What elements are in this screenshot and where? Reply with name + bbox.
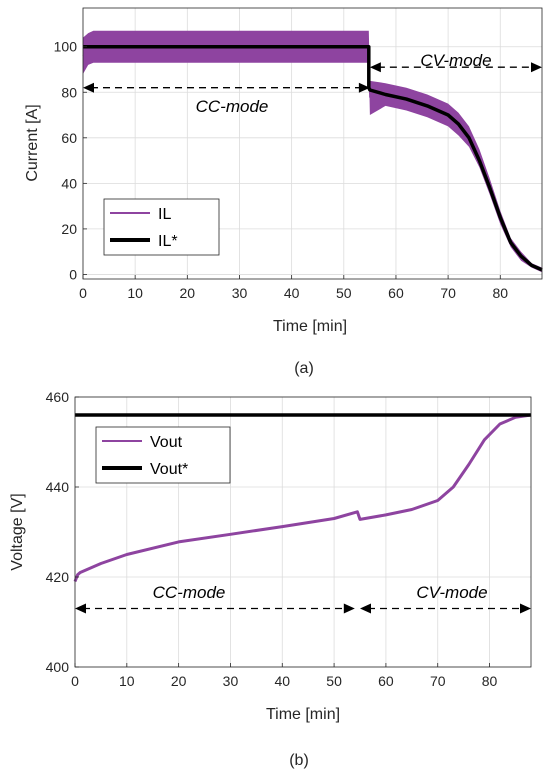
y-tick-label-a: 80 xyxy=(61,84,77,100)
x-tick-label-a: 70 xyxy=(440,285,456,301)
x-axis-label-a: Time [min] xyxy=(273,318,347,335)
y-tick-label-a: 100 xyxy=(54,39,78,55)
legend-label-vout-ref: Vout* xyxy=(150,461,188,478)
x-axis-label-b: Time [min] xyxy=(266,706,340,723)
ticks-a: 0 10 20 30 40 50 60 70 80 0 20 40 60 80 100 xyxy=(54,39,509,301)
x-tick-label-a: 40 xyxy=(284,285,300,301)
annotation-cv-a: CV-mode xyxy=(369,51,542,73)
legend-label-il: IL xyxy=(158,206,171,223)
x-tick-label-a: 20 xyxy=(180,285,196,301)
legend-label-vout: Vout xyxy=(150,434,183,451)
il-band xyxy=(83,30,542,273)
legend-box-b xyxy=(95,426,231,484)
x-tick-label-a: 80 xyxy=(492,285,508,301)
x-tick-label-b: 20 xyxy=(171,673,187,689)
x-tick-label-b: 80 xyxy=(482,673,498,689)
x-tick-label-a: 50 xyxy=(336,285,352,301)
y-axis-label-a: Current [A] xyxy=(24,104,41,181)
lines-a xyxy=(82,44,543,272)
x-tick-label-a: 60 xyxy=(388,285,404,301)
x-tick-label-a: 30 xyxy=(232,285,248,301)
ticks-b: 0 10 20 30 40 50 60 70 80 400 420 440 460 xyxy=(46,389,498,689)
lines-b xyxy=(73,413,532,583)
y-tick-label-b: 440 xyxy=(46,479,70,495)
y-tick-label-a: 20 xyxy=(61,221,77,237)
cv-mode-label-b: CV-mode xyxy=(416,583,487,602)
x-tick-label-b: 0 xyxy=(71,673,79,689)
y-tick-label-a: 0 xyxy=(69,266,77,282)
y-tick-label-b: 460 xyxy=(46,389,70,405)
x-tick-label-b: 40 xyxy=(274,673,290,689)
x-tick-label-b: 30 xyxy=(223,673,239,689)
x-tick-label-b: 10 xyxy=(119,673,135,689)
annotation-cc-a: CC-mode xyxy=(83,82,370,116)
chart-a: 0 10 20 30 40 50 60 70 80 0 20 40 60 80 100 CC-mode CV… xyxy=(24,7,543,377)
annotation-cc-b: CC-mode xyxy=(75,583,355,614)
caption-b: (b) xyxy=(289,752,309,769)
x-tick-label-b: 60 xyxy=(378,673,394,689)
y-axis-label-b: Voltage [V] xyxy=(9,493,26,570)
chart-b: 0 10 20 30 40 50 60 70 80 400 420 440 460 CC-mode CV… xyxy=(9,389,532,769)
x-tick-label-a: 0 xyxy=(79,285,87,301)
annotation-cv-b: CV-mode xyxy=(360,583,531,614)
x-tick-label-a: 10 xyxy=(127,285,143,301)
legend-box-a xyxy=(103,198,220,256)
cv-mode-label-a: CV-mode xyxy=(420,51,491,70)
cc-mode-label-a: CC-mode xyxy=(196,97,269,116)
x-tick-label-b: 50 xyxy=(326,673,342,689)
cc-mode-label-b: CC-mode xyxy=(153,583,226,602)
legend-b: Vout Vout* xyxy=(95,426,231,484)
y-tick-label-b: 400 xyxy=(46,659,70,675)
x-tick-label-b: 70 xyxy=(430,673,446,689)
series-il-ref-line xyxy=(83,44,543,272)
y-tick-label-a: 60 xyxy=(61,130,77,146)
caption-a: (a) xyxy=(294,360,314,377)
y-tick-label-a: 40 xyxy=(61,175,77,191)
axes-frame-b xyxy=(74,396,532,668)
legend-label-il-ref: IL* xyxy=(158,233,178,250)
y-tick-label-b: 420 xyxy=(46,569,70,585)
axes-frame-a xyxy=(82,7,543,280)
series-vout-line xyxy=(73,413,532,583)
legend-a: IL IL* xyxy=(103,198,220,256)
